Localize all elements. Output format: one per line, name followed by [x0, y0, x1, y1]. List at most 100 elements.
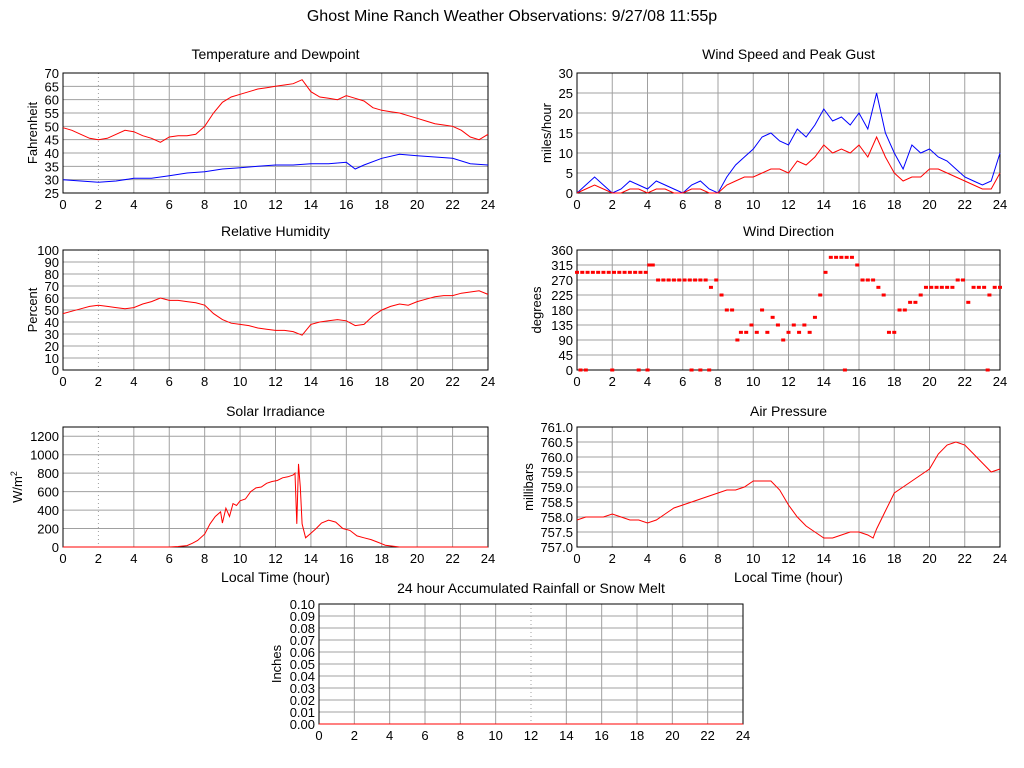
data-point [590, 270, 595, 274]
x-tick-label: 24 [736, 728, 750, 743]
y-tick-label: 0 [52, 363, 59, 378]
x-tick-label: 8 [201, 551, 208, 566]
x-tick-label: 14 [817, 197, 831, 212]
data-point [812, 315, 817, 319]
data-point [955, 278, 960, 282]
x-tick-label: 16 [339, 374, 353, 389]
data-point [892, 330, 897, 334]
series-line-0 [63, 463, 488, 548]
data-point [842, 368, 847, 372]
data-point [987, 293, 992, 297]
x-tick-label: 12 [268, 551, 282, 566]
x-tick-label: 0 [573, 374, 580, 389]
plot-frame [62, 426, 489, 548]
x-tick-label: 2 [95, 551, 102, 566]
data-point [596, 270, 601, 274]
x-tick-label: 8 [714, 374, 721, 389]
x-tick-label: 12 [268, 374, 282, 389]
x-tick-label: 6 [679, 374, 686, 389]
data-point [735, 338, 740, 342]
data-point [971, 285, 976, 289]
y-axis-label: Inches [269, 644, 284, 683]
x-tick-label: 18 [630, 728, 644, 743]
y-tick-label: 200 [37, 522, 59, 537]
y-tick-label: 760.0 [540, 450, 573, 465]
y-tick-label: 100 [37, 243, 59, 258]
data-point [627, 270, 632, 274]
data-point [633, 270, 638, 274]
x-tick-label: 16 [852, 551, 866, 566]
x-tick-label: 22 [958, 197, 972, 212]
data-point [849, 255, 854, 259]
x-tick-label: 20 [410, 197, 424, 212]
x-tick-label: 12 [781, 197, 795, 212]
y-tick-label: 400 [37, 503, 59, 518]
y-tick-label: 90 [45, 255, 59, 270]
x-tick-label: 10 [488, 728, 502, 743]
y-tick-label: 60 [45, 93, 59, 108]
x-tick-label: 24 [993, 551, 1007, 566]
y-tick-label: 45 [559, 348, 573, 363]
x-tick-label: 14 [304, 551, 318, 566]
data-point [802, 323, 807, 327]
x-tick-label: 10 [233, 197, 247, 212]
data-point [719, 293, 724, 297]
data-point [754, 330, 759, 334]
y-tick-label: 70 [45, 66, 59, 81]
y-tick-label: 40 [45, 146, 59, 161]
x-tick-label: 6 [166, 551, 173, 566]
series-line-0 [576, 441, 1001, 539]
data-point [923, 285, 928, 289]
x-tick-label: 2 [609, 374, 616, 389]
y-tick-label: 30 [45, 173, 59, 188]
data-point [583, 368, 588, 372]
data-point [902, 308, 907, 312]
data-point [844, 255, 849, 259]
data-point [650, 263, 655, 267]
x-tick-label: 14 [559, 728, 573, 743]
x-tick-label: 10 [746, 197, 760, 212]
x-tick-label: 18 [375, 551, 389, 566]
plot-frame [62, 72, 489, 194]
x-tick-label: 0 [59, 197, 66, 212]
data-point [689, 368, 694, 372]
page-title: Ghost Mine Ranch Weather Observations: 9… [306, 8, 718, 25]
x-tick-label: 8 [201, 374, 208, 389]
data-point [714, 278, 719, 282]
data-point [693, 278, 698, 282]
chart-title: 24 hour Accumulated Rainfall or Snow Mel… [397, 580, 665, 596]
x-tick-label: 20 [410, 551, 424, 566]
x-tick-label: 16 [339, 197, 353, 212]
data-point [585, 270, 590, 274]
chart-title: Relative Humidity [221, 223, 330, 239]
x-axis-label: Local Time (hour) [221, 569, 330, 585]
data-point [976, 285, 981, 289]
data-point [998, 285, 1002, 289]
y-tick-label: 0.03 [290, 681, 315, 696]
data-point [791, 323, 796, 327]
x-tick-label: 4 [130, 551, 137, 566]
y-tick-label: 15 [559, 126, 573, 141]
x-tick-label: 4 [130, 374, 137, 389]
y-tick-label: 1000 [30, 448, 59, 463]
x-tick-label: 8 [457, 728, 464, 743]
y-tick-label: 35 [45, 159, 59, 174]
x-tick-label: 2 [609, 551, 616, 566]
x-tick-label: 6 [679, 551, 686, 566]
y-axis-label: Fahrenheit [25, 102, 40, 165]
x-tick-label: 10 [746, 374, 760, 389]
y-tick-label: 30 [559, 66, 573, 81]
data-point [749, 323, 754, 327]
x-tick-label: 14 [817, 551, 831, 566]
y-tick-label: 0.04 [290, 669, 315, 684]
y-axis-label: degrees [529, 286, 544, 333]
data-point [985, 368, 990, 372]
data-point [601, 270, 606, 274]
data-point [612, 270, 617, 274]
data-point [871, 278, 876, 282]
data-point [682, 278, 687, 282]
data-point [707, 368, 712, 372]
x-tick-label: 24 [993, 374, 1007, 389]
y-tick-label: 0 [566, 186, 573, 201]
